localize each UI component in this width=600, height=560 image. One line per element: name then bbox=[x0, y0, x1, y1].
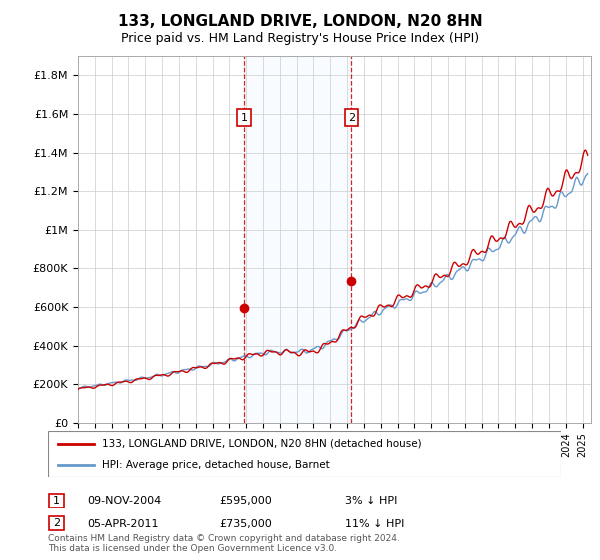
Bar bbox=[244, 56, 352, 423]
Text: 1: 1 bbox=[53, 496, 60, 506]
Text: Price paid vs. HM Land Registry's House Price Index (HPI): Price paid vs. HM Land Registry's House … bbox=[121, 32, 479, 45]
Text: £595,000: £595,000 bbox=[219, 496, 272, 506]
Text: 1: 1 bbox=[241, 113, 247, 123]
FancyBboxPatch shape bbox=[48, 431, 561, 477]
Text: 05-APR-2011: 05-APR-2011 bbox=[87, 519, 158, 529]
Text: 2: 2 bbox=[348, 113, 355, 123]
FancyBboxPatch shape bbox=[49, 493, 64, 508]
Text: 133, LONGLAND DRIVE, LONDON, N20 8HN: 133, LONGLAND DRIVE, LONDON, N20 8HN bbox=[118, 14, 482, 29]
Text: 09-NOV-2004: 09-NOV-2004 bbox=[87, 496, 161, 506]
Text: 11% ↓ HPI: 11% ↓ HPI bbox=[345, 519, 404, 529]
Text: 133, LONGLAND DRIVE, LONDON, N20 8HN (detached house): 133, LONGLAND DRIVE, LONDON, N20 8HN (de… bbox=[102, 438, 421, 449]
Text: 3% ↓ HPI: 3% ↓ HPI bbox=[345, 496, 397, 506]
Text: £735,000: £735,000 bbox=[219, 519, 272, 529]
Text: Contains HM Land Registry data © Crown copyright and database right 2024.
This d: Contains HM Land Registry data © Crown c… bbox=[48, 534, 400, 553]
FancyBboxPatch shape bbox=[49, 516, 64, 530]
Text: HPI: Average price, detached house, Barnet: HPI: Average price, detached house, Barn… bbox=[102, 460, 329, 470]
Text: 2: 2 bbox=[53, 518, 60, 528]
